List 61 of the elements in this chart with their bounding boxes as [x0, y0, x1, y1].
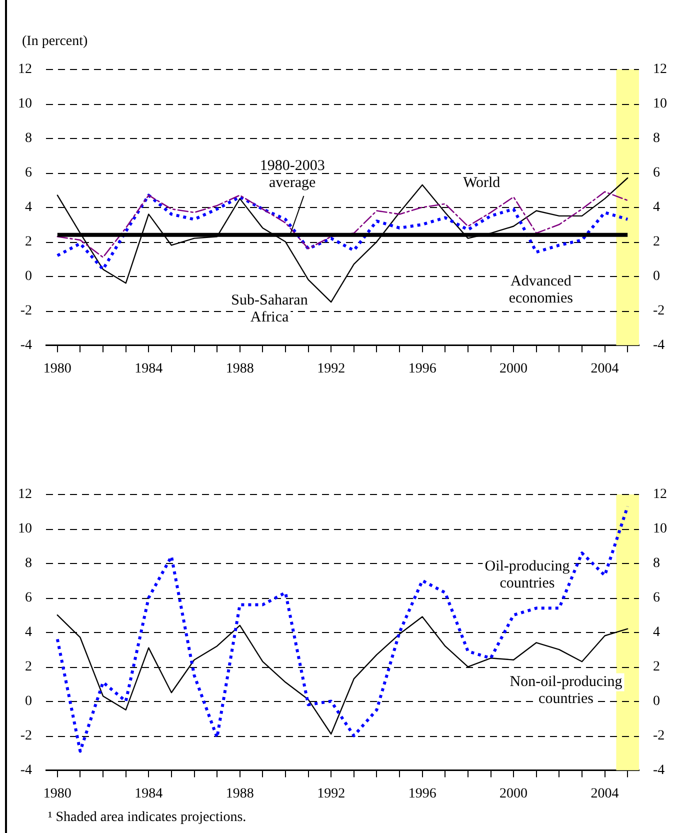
x-tick-label: 1992	[317, 361, 346, 376]
y2-tick-label: 4	[653, 624, 660, 640]
y2-tick-label: 2	[653, 234, 660, 250]
text: ¹ Shaded area indicates projections.	[48, 810, 246, 826]
y-tick-label: 8	[25, 131, 32, 146]
chart-subtitle: (In percent)	[22, 34, 88, 50]
y-tick-label: 6	[25, 590, 32, 606]
y-tick-label: 2	[25, 234, 32, 250]
text: Advanced economies	[508, 273, 574, 306]
ref-line-label: 1980-2003 average	[260, 158, 325, 191]
x-tick-label: 1992	[317, 786, 346, 802]
y-tick-label: 4	[25, 624, 32, 640]
x-tick-label: 1988	[226, 361, 254, 376]
x-tick-label: 1996	[408, 361, 436, 376]
x-tick-label: 1980	[43, 786, 72, 802]
y2-tick-label: 0	[653, 268, 660, 284]
y2-tick-label: 12	[653, 62, 667, 78]
y-tick-label: 6	[25, 165, 32, 180]
y2-tick-label: 8	[653, 131, 660, 146]
series-label: World	[463, 175, 501, 192]
line-series	[56, 194, 630, 271]
y-tick-label: -4	[20, 762, 32, 778]
y2-tick-label: 12	[653, 487, 667, 502]
x-tick-label: 2000	[500, 361, 528, 376]
line-series	[56, 504, 630, 753]
y-tick-label: 12	[18, 487, 32, 502]
y-tick-label: -2	[20, 303, 32, 318]
line-series	[56, 191, 628, 258]
y2-tick-label: 10	[653, 96, 667, 112]
x-tick-label: 1996	[408, 786, 436, 802]
y-tick-label: 0	[25, 694, 32, 709]
y2-tick-label: 6	[653, 165, 660, 180]
y-tick-label: -4	[20, 338, 32, 353]
y2-tick-label: -2	[653, 303, 665, 318]
y2-tick-label: 0	[653, 694, 660, 709]
series-label: Non-oil-producing countries	[510, 674, 623, 708]
y2-tick-label: 2	[653, 659, 660, 674]
y2-tick-label: 6	[653, 590, 660, 606]
x-tick-label: 1984	[134, 361, 163, 376]
y-tick-label: 10	[18, 96, 32, 112]
series-label: Sub-Saharan Africa	[231, 292, 308, 326]
series-label: Oil-producing countries	[484, 558, 570, 592]
y2-tick-label: -4	[653, 762, 665, 778]
y2-tick-label: -4	[653, 338, 665, 353]
y2-tick-label: 8	[653, 556, 660, 572]
y-tick-label: 2	[25, 659, 32, 674]
y2-tick-label: -2	[653, 728, 665, 744]
y-tick-label: 8	[25, 556, 32, 572]
y-tick-label: 0	[25, 268, 32, 284]
x-tick-label: 1984	[134, 786, 163, 802]
y-tick-label: 10	[18, 522, 32, 537]
x-tick-label: 2000	[500, 786, 528, 802]
x-tick-label: 1980	[43, 361, 72, 376]
x-tick-label: 2004	[590, 361, 619, 376]
y-tick-label: 12	[18, 62, 32, 78]
y-tick-label: 4	[25, 200, 32, 215]
x-tick-label: 1988	[226, 786, 254, 802]
x-tick-label: 2004	[590, 786, 619, 802]
y2-tick-label: 4	[653, 200, 660, 215]
y2-tick-label: 10	[653, 522, 667, 537]
y-tick-label: -2	[20, 728, 32, 744]
